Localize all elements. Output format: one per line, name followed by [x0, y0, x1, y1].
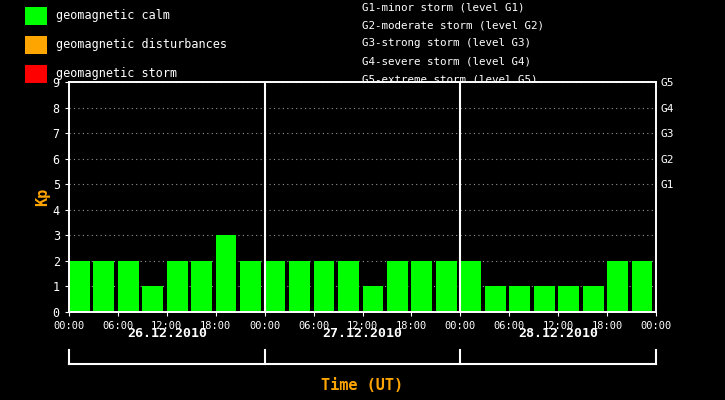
Bar [142, 286, 163, 312]
Bar [25, 7, 47, 25]
Bar [167, 261, 188, 312]
Text: Time (UT): Time (UT) [321, 378, 404, 394]
Bar [117, 261, 138, 312]
Bar [509, 286, 530, 312]
Bar [289, 261, 310, 312]
Text: 27.12.2010: 27.12.2010 [323, 327, 402, 340]
Bar [191, 261, 212, 312]
Bar [387, 261, 407, 312]
Bar [240, 261, 261, 312]
Text: G1-minor storm (level G1): G1-minor storm (level G1) [362, 2, 525, 12]
Text: 28.12.2010: 28.12.2010 [518, 327, 598, 340]
Bar [69, 261, 90, 312]
Bar [411, 261, 432, 312]
Bar [607, 261, 628, 312]
Bar [534, 286, 555, 312]
Bar [362, 286, 384, 312]
Text: geomagnetic calm: geomagnetic calm [56, 9, 170, 22]
Bar [460, 261, 481, 312]
Bar [436, 261, 457, 312]
Text: G2-moderate storm (level G2): G2-moderate storm (level G2) [362, 20, 544, 30]
Bar [25, 36, 47, 54]
Bar [265, 261, 286, 312]
Bar [631, 261, 652, 312]
Bar [215, 235, 236, 312]
Y-axis label: Kp: Kp [35, 188, 50, 206]
Bar [485, 286, 505, 312]
Text: G5-extreme storm (level G5): G5-extreme storm (level G5) [362, 74, 538, 84]
Bar [338, 261, 359, 312]
Text: geomagnetic disturbances: geomagnetic disturbances [56, 38, 227, 51]
Text: 26.12.2010: 26.12.2010 [127, 327, 207, 340]
Bar [94, 261, 114, 312]
Bar [313, 261, 334, 312]
Text: G4-severe storm (level G4): G4-severe storm (level G4) [362, 56, 531, 66]
Bar [25, 65, 47, 83]
Text: G3-strong storm (level G3): G3-strong storm (level G3) [362, 38, 531, 48]
Bar [558, 286, 579, 312]
Text: geomagnetic storm: geomagnetic storm [56, 68, 177, 80]
Bar [583, 286, 603, 312]
